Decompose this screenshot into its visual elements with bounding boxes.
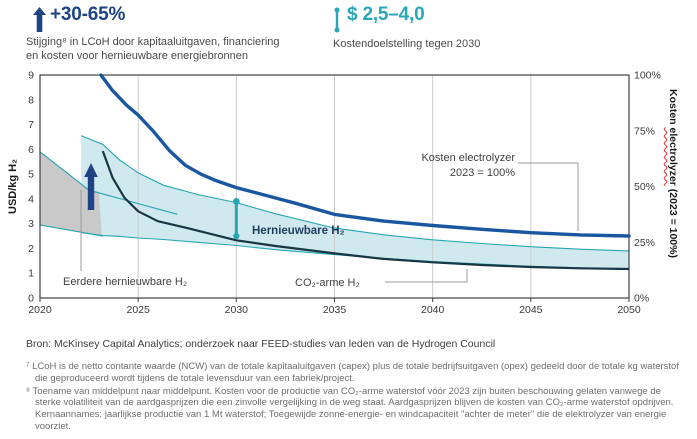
range-icon <box>333 7 341 33</box>
source-note: Bron: McKinsey Capital Analytics; onderz… <box>26 338 496 350</box>
renewable-band-top-edge <box>80 135 630 252</box>
y-axis-title-right-prefix: Kosten <box>667 89 679 128</box>
x-tick-label-2020: 2020 <box>28 304 52 316</box>
y-left-tick-label-9: 9 <box>28 70 34 82</box>
footnote-8-marker: ⁸ <box>26 385 31 397</box>
increase-stat-desc: Stijging⁸ in LCoH door kapitaaluitgaven,… <box>26 36 280 63</box>
y-left-tick-label-1: 1 <box>28 268 34 280</box>
electrolyzer-annotation-line1: Kosten electrolyzer <box>421 152 515 164</box>
renewable-h2-band <box>81 135 629 270</box>
increase-stat-desc-line2: en kosten voor hernieuwbare energiebronn… <box>26 49 248 62</box>
up-arrow-icon <box>33 7 46 32</box>
y-right-tick-label-25: 25% <box>634 237 655 249</box>
y-axis-title-right: Kosten electrolyzer (2023 = 100%) <box>667 89 679 258</box>
low-carbon-label: CO₂-arme H₂ <box>295 277 360 289</box>
y-right-tick-label-0: 0% <box>634 293 649 305</box>
y-left-tick-label-7: 7 <box>28 119 34 131</box>
y-left-tick-label-0: 0 <box>28 293 34 305</box>
x-tick-label-2045: 2045 <box>519 304 543 316</box>
footnote-8: ⁸ Toename van middelpunt naar middelpunt… <box>26 386 689 433</box>
electrolyzer-annotation-line2: 2023 = 100% <box>450 167 515 179</box>
x-tick-label-2040: 2040 <box>421 304 445 316</box>
electrolyzer-label-connector <box>518 162 579 231</box>
target-stat-desc: Kostendoelstelling tegen 2030 <box>333 38 481 50</box>
previous-renewable-h2-band <box>40 151 102 237</box>
lcoh-chart: 2020 2025 2030 2035 2040 2045 2050 0 1 2 3 4 5 6 7 8 9 0%… <box>28 70 661 317</box>
y-left-tick-label-6: 6 <box>28 144 34 156</box>
footnote-8-text: Toename van middelpunt naar middelpunt. … <box>32 385 674 432</box>
increase-stat-desc-line1: Stijging⁸ in LCoH door kapitaaluitgaven,… <box>26 36 280 48</box>
previous-renewable-label: Eerdere hernieuwbare H₂ <box>63 276 187 288</box>
y-axis-title-right-word: electrolyzer <box>667 127 679 186</box>
x-tick-label-2050: 2050 <box>617 304 641 316</box>
footnote-7-text: LCoH is de netto contante waarde (NCW) v… <box>32 361 679 384</box>
y-axis-title-left: USD/kg H₂ <box>7 158 19 214</box>
renewable-band-label: Hernieuwbare H₂ <box>252 225 345 237</box>
increase-stat-value: +30-65% <box>50 4 126 25</box>
y-left-tick-label-3: 3 <box>28 218 34 230</box>
electrolyzer-cost-line <box>99 73 631 238</box>
low-carbon-h2-line <box>101 150 630 271</box>
target-stat-value: $ 2,5–4,0 <box>347 4 425 25</box>
target-marker-top-dot <box>232 197 240 205</box>
y-right-tick-label-50: 50% <box>634 181 655 193</box>
y-axis-title-right-suffix: (2023 = 100%) <box>667 185 679 258</box>
target-marker-bottom-dot <box>233 232 240 240</box>
footnotes: ⁷ LCoH is de netto contante waarde (NCW)… <box>26 361 689 434</box>
y-left-tick-label-8: 8 <box>28 94 34 106</box>
x-tick-label-2030: 2030 <box>225 304 249 316</box>
y-left-tick-label-5: 5 <box>28 169 34 181</box>
increase-arrow <box>84 163 98 210</box>
y-left-tick-label-4: 4 <box>28 193 34 205</box>
y-right-tick-label-100: 100% <box>634 70 661 82</box>
x-tick-label-2035: 2035 <box>323 304 347 316</box>
x-tick-label-2025: 2025 <box>126 304 150 316</box>
low-carbon-label-connector <box>385 269 468 283</box>
footnote-7-marker: ⁷ <box>26 361 30 372</box>
footnote-7: ⁷ LCoH is de netto contante waarde (NCW)… <box>26 361 689 385</box>
y-left-tick-label-2: 2 <box>28 243 34 255</box>
y-right-tick-label-75: 75% <box>634 125 655 137</box>
